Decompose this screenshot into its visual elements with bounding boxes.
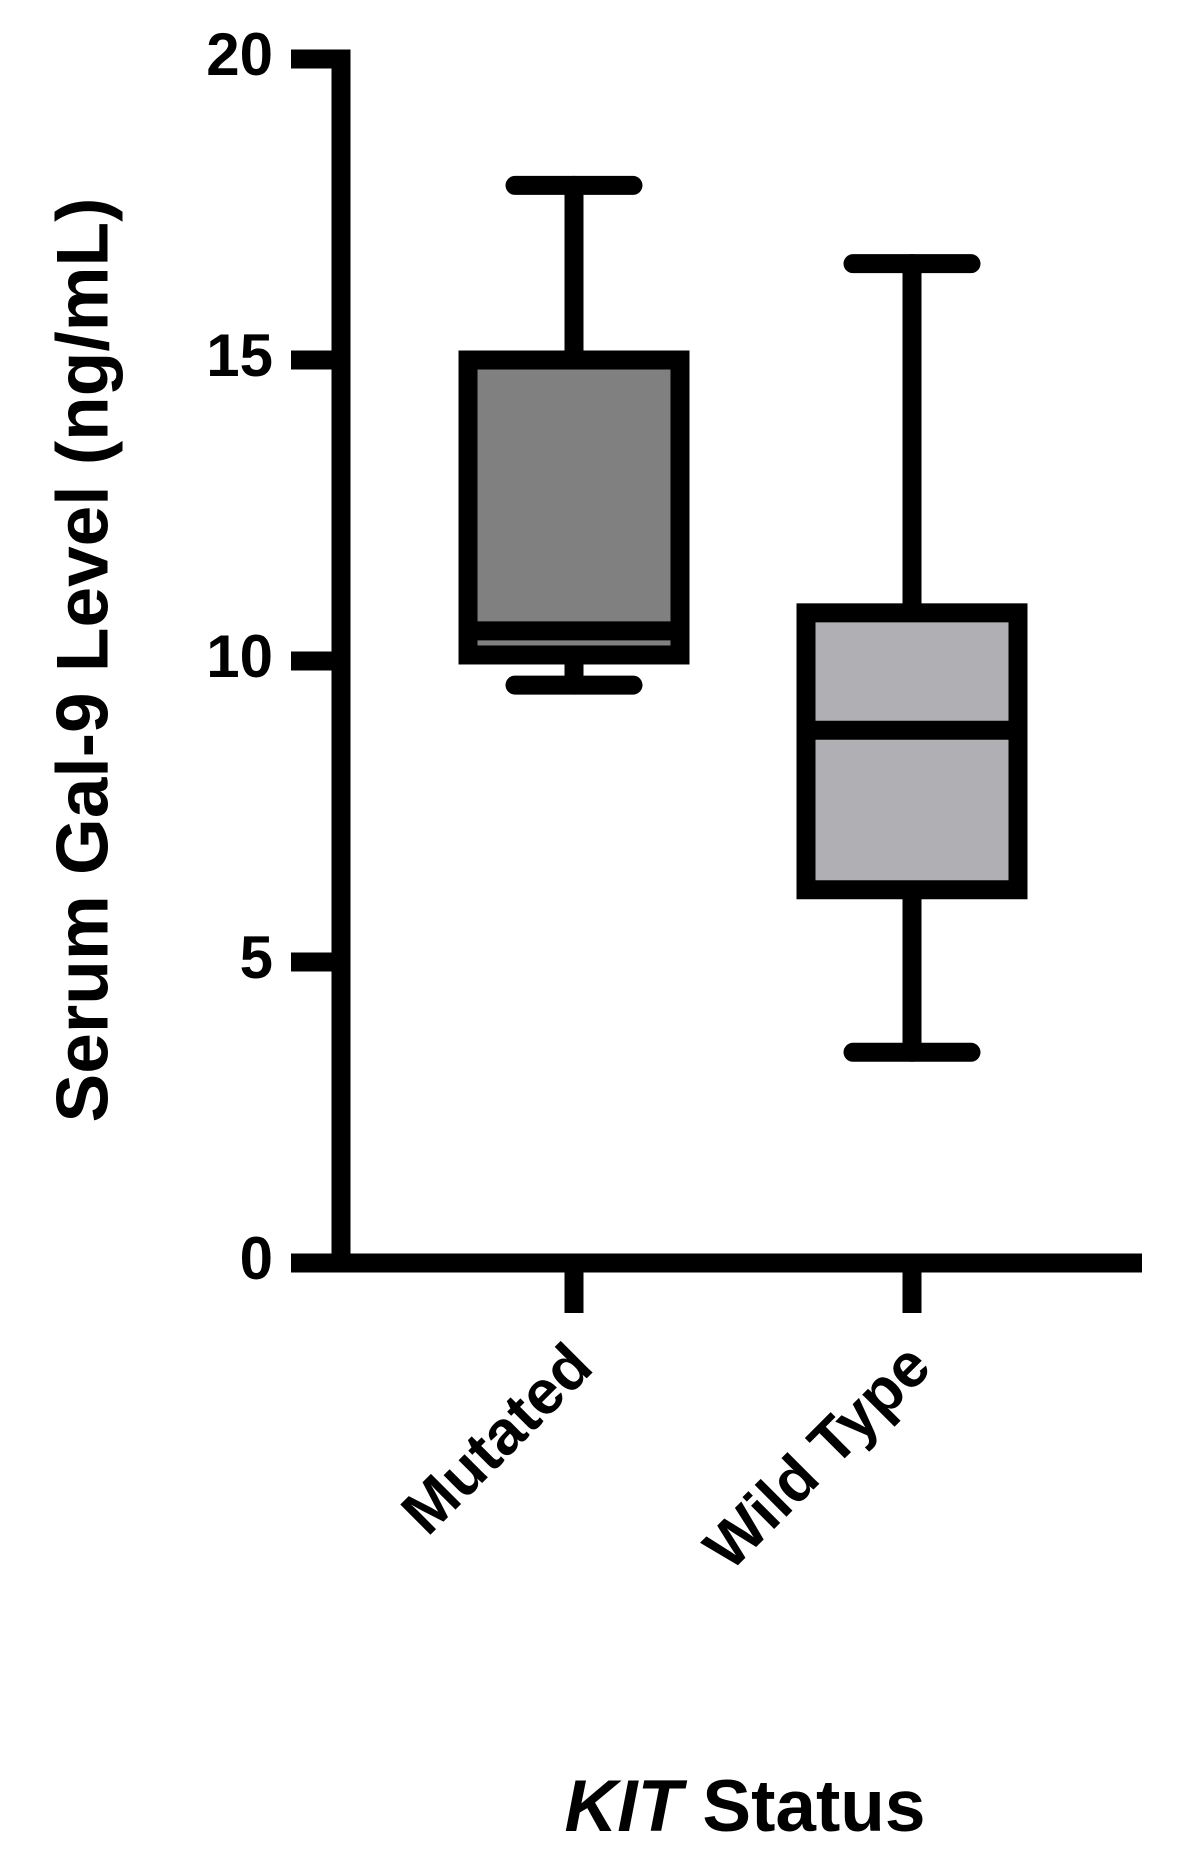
y-tick-label: 15 (206, 322, 273, 389)
y-tick-label: 20 (206, 21, 273, 88)
x-axis-label: KIT Status (565, 1766, 926, 1847)
y-tick-label: 5 (240, 924, 273, 991)
y-axis-label: Serum Gal-9 Level (ng/mL) (42, 198, 123, 1123)
y-tick-label: 10 (206, 623, 273, 690)
x-tick-label: Wild Type (691, 1331, 943, 1583)
box (796, 603, 1028, 900)
x-axis-label-text: Status (702, 1766, 925, 1847)
x-tick-label: Mutated (389, 1331, 606, 1548)
x-axis-label-gene: KIT (565, 1766, 688, 1847)
y-tick-label: 0 (240, 1225, 273, 1292)
box (458, 350, 690, 665)
